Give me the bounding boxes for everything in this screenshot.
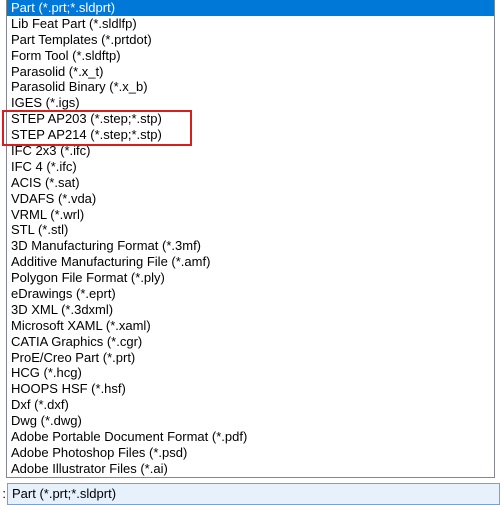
file-type-combo-value[interactable]: Part (*.prt;*.sldprt) — [7, 483, 500, 505]
combo-prefix: : — [0, 483, 7, 505]
file-type-option-ai[interactable]: Adobe Illustrator Files (*.ai) — [7, 461, 494, 477]
file-type-option-3mf[interactable]: 3D Manufacturing Format (*.3mf) — [7, 238, 494, 254]
file-type-combo[interactable]: : Part (*.prt;*.sldprt) — [0, 483, 500, 505]
file-type-option-parttpl[interactable]: Part Templates (*.prtdot) — [7, 32, 494, 48]
file-type-dropdown-list[interactable]: Part (*.prt;*.sldprt)Lib Feat Part (*.sl… — [6, 0, 495, 478]
file-type-option-formtool[interactable]: Form Tool (*.sldftp) — [7, 48, 494, 64]
file-type-option-3dxml[interactable]: 3D XML (*.3dxml) — [7, 302, 494, 318]
file-type-option-edrawings[interactable]: eDrawings (*.eprt) — [7, 286, 494, 302]
file-type-option-acis[interactable]: ACIS (*.sat) — [7, 175, 494, 191]
file-type-option-parasolidb[interactable]: Parasolid Binary (*.x_b) — [7, 79, 494, 95]
file-type-option-stl[interactable]: STL (*.stl) — [7, 222, 494, 238]
file-type-option-libfeat[interactable]: Lib Feat Part (*.sldlfp) — [7, 16, 494, 32]
file-type-option-hoops[interactable]: HOOPS HSF (*.hsf) — [7, 381, 494, 397]
file-type-option-ifc4[interactable]: IFC 4 (*.ifc) — [7, 159, 494, 175]
file-type-option-iges[interactable]: IGES (*.igs) — [7, 95, 494, 111]
file-type-option-parasolid[interactable]: Parasolid (*.x_t) — [7, 64, 494, 80]
file-type-option-dxf[interactable]: Dxf (*.dxf) — [7, 397, 494, 413]
file-type-option-part[interactable]: Part (*.prt;*.sldprt) — [7, 0, 494, 16]
file-type-option-xaml[interactable]: Microsoft XAML (*.xaml) — [7, 318, 494, 334]
file-type-option-amf[interactable]: Additive Manufacturing File (*.amf) — [7, 254, 494, 270]
file-type-option-hcg[interactable]: HCG (*.hcg) — [7, 365, 494, 381]
file-type-option-vrml[interactable]: VRML (*.wrl) — [7, 207, 494, 223]
file-type-option-step203[interactable]: STEP AP203 (*.step;*.stp) — [7, 111, 494, 127]
file-type-option-catia[interactable]: CATIA Graphics (*.cgr) — [7, 334, 494, 350]
file-type-option-psd[interactable]: Adobe Photoshop Files (*.psd) — [7, 445, 494, 461]
file-type-option-vdafs[interactable]: VDAFS (*.vda) — [7, 191, 494, 207]
file-type-option-step214[interactable]: STEP AP214 (*.step;*.stp) — [7, 127, 494, 143]
file-type-option-dwg[interactable]: Dwg (*.dwg) — [7, 413, 494, 429]
file-type-option-proe[interactable]: ProE/Creo Part (*.prt) — [7, 350, 494, 366]
file-type-option-ifc2x3[interactable]: IFC 2x3 (*.ifc) — [7, 143, 494, 159]
file-type-option-pdf[interactable]: Adobe Portable Document Format (*.pdf) — [7, 429, 494, 445]
file-type-option-ply[interactable]: Polygon File Format (*.ply) — [7, 270, 494, 286]
